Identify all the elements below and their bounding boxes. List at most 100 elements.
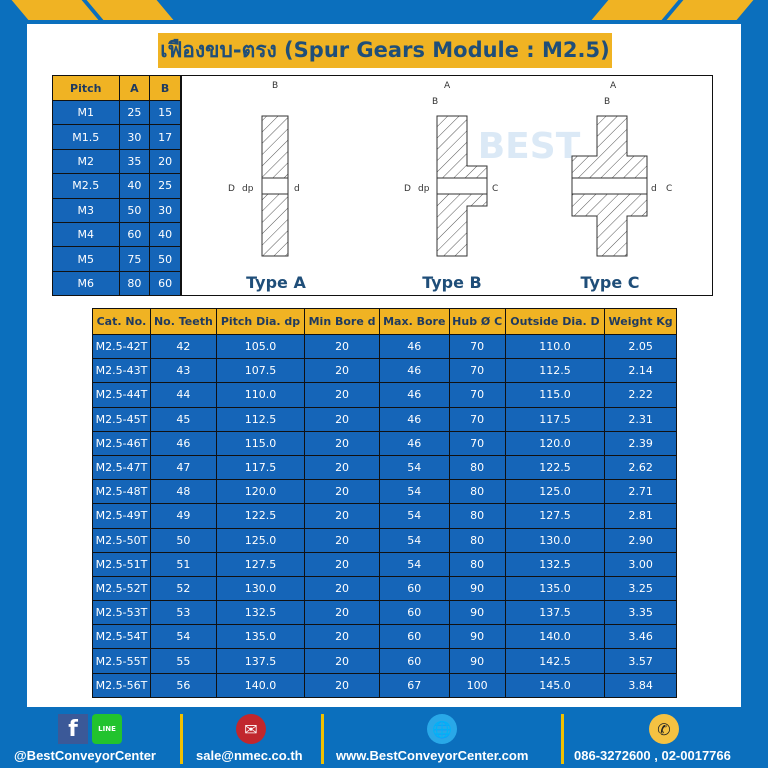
table-cell: 46 [378,382,450,408]
phone-icon[interactable]: ✆ [649,714,679,744]
table-cell: 80 [448,527,506,553]
table-cell: 56 [149,672,217,698]
column-header: Outside Dia. D [504,308,606,335]
table-cell: M3 [52,197,120,223]
table-cell: 137.5 [215,648,306,674]
table-cell: 100 [448,672,506,698]
table-cell: 54 [378,503,450,529]
table-cell: 3.46 [604,624,677,650]
table-cell: 60 [378,575,450,602]
dim-c: C [666,184,672,194]
table-cell: 60 [378,600,450,626]
table-cell: 107.5 [215,358,306,384]
column-header: Max. Bore [378,308,450,335]
table-cell: 2.39 [604,430,677,456]
dim-a: A [444,81,451,91]
table-cell: 46 [378,406,450,432]
table-cell: M2.5-49T [92,503,151,529]
table-cell: 117.5 [215,454,306,481]
globe-icon[interactable]: 🌐 [427,714,457,744]
table-cell: 120.0 [215,479,306,505]
dim-D: D [404,184,411,194]
table-cell: 3.57 [604,648,677,674]
social-handle[interactable]: @BestConveyorCenter [14,748,156,763]
table-cell: 3.84 [604,672,677,698]
email-link[interactable]: sale@nmec.co.th [196,748,303,763]
table-cell: M2.5-54T [92,624,151,650]
dim-d: d [294,184,300,194]
table-row: M3 50 30 [52,197,181,223]
table-cell: M2.5-42T [92,333,151,360]
table-cell: M2.5-43T [92,358,151,384]
decor-stripe [86,0,174,20]
table-cell: 53 [149,600,217,626]
decor-stripe [591,0,679,20]
table-cell: M2.5-46T [92,430,151,456]
table-cell: 55 [149,648,217,674]
table-row: M2.5-46T 46 115.0 20 46 70 120.0 2.39 [92,430,677,456]
table-cell: M1 [52,99,120,126]
table-row: M2.5-53T 53 132.5 20 60 90 137.5 3.35 [92,600,677,626]
table-cell: 54 [149,624,217,650]
line-icon[interactable]: LINE [92,714,122,744]
table-cell: 46 [378,430,450,456]
table-cell: M2 [52,148,120,175]
table-cell: 70 [448,430,506,456]
table-cell: 117.5 [504,406,606,432]
table-cell: 110.0 [504,333,606,360]
table-cell: 2.14 [604,358,677,384]
table-cell: 115.0 [215,430,306,456]
decor-stripe [11,0,99,20]
table-cell: 140.0 [215,672,306,698]
column-header: A [118,75,151,101]
table-cell: 20 [304,382,380,408]
table-cell: 20 [304,479,380,505]
table-cell: 145.0 [504,672,606,698]
table-row: M2.5-45T 45 112.5 20 46 70 117.5 2.31 [92,406,677,432]
table-cell: 20 [304,406,380,432]
table-cell: 2.05 [604,333,677,360]
table-cell: 54 [378,551,450,577]
gear-diagram: BEST B A B A B D dp d D dp C d C Type A … [181,75,713,296]
table-cell: M2.5-53T [92,600,151,626]
table-cell: 45 [149,406,217,432]
table-cell: 46 [149,430,217,456]
table-cell: 20 [304,648,380,674]
table-cell: 42 [149,333,217,360]
table-row: M1 25 15 [52,99,181,126]
table-cell: M2.5-50T [92,527,151,553]
phone-numbers[interactable]: 086-3272600 , 02-0017766 [574,748,731,763]
table-cell: 43 [149,358,217,384]
table-cell: 50 [118,197,151,223]
table-cell: 135.0 [215,624,306,650]
table-cell: 122.5 [504,454,606,481]
facebook-icon[interactable]: f [58,714,88,744]
table-cell: 75 [118,246,151,272]
table-cell: 2.31 [604,406,677,432]
table-cell: 15 [149,99,181,126]
dim-D: D [228,184,235,194]
email-icon[interactable]: ✉ [236,714,266,744]
column-header: Hub Ø C [448,308,506,335]
table-cell: 30 [118,124,151,150]
table-cell: 130.0 [215,575,306,602]
table-cell: 20 [304,672,380,698]
table-cell: 48 [149,479,217,505]
table-cell: 60 [149,270,181,297]
table-row: M2.5-47T 47 117.5 20 54 80 122.5 2.62 [92,454,677,481]
table-cell: 3.35 [604,600,677,626]
table-cell: 50 [149,246,181,272]
table-row: M4 60 40 [52,221,181,248]
table-cell: 132.5 [504,551,606,577]
table-cell: 49 [149,503,217,529]
dim-a: A [610,81,617,91]
table-cell: 46 [378,358,450,384]
table-cell: 20 [304,430,380,456]
page-title: เฟืองขบ-ตรง (Spur Gears Module : M2.5) [158,33,612,68]
website-link[interactable]: www.BestConveyorCenter.com [336,748,529,763]
table-cell: 80 [448,551,506,577]
dim-b: B [272,81,278,91]
column-header: Min Bore d [304,308,380,335]
table-cell: 51 [149,551,217,577]
table-row: M2.5-42T 42 105.0 20 46 70 110.0 2.05 [92,333,677,360]
